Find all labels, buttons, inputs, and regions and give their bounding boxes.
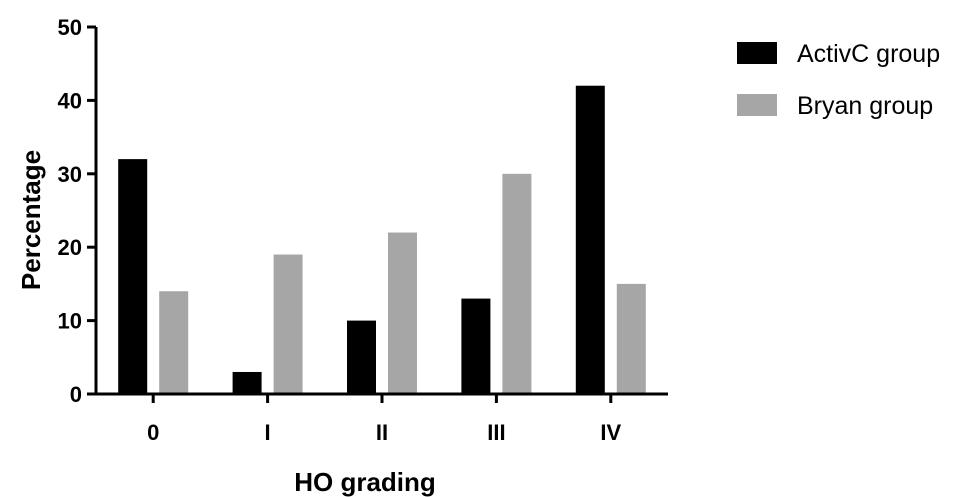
x-tick-label: II [376,420,388,445]
legend: ActivC group Bryan group [737,40,940,120]
bar-activc-group-III [461,298,491,394]
legend-swatch-1 [737,94,777,116]
bar-bryan-group-IV [616,283,646,394]
x-tick-label: IV [600,420,621,445]
bar-bryan-group-I [273,254,303,394]
y-tick-label: 40 [58,88,82,113]
x-tick-label: III [487,420,505,445]
x-ticks-group: 0 I II III IV [147,394,622,445]
bar-activc-group-II [347,320,376,394]
bar-activc-group-IV [575,85,605,394]
y-tick-label: 50 [58,15,82,40]
y-tick-label: 20 [58,235,82,260]
y-axis-title: Percentage [16,150,46,290]
x-tick-label: I [265,420,271,445]
x-axis-title: HO grading [294,467,436,497]
legend-label-0: ActivC group [797,40,940,68]
legend-swatch-0 [737,42,777,64]
y-tick-label: 0 [70,382,82,407]
bar-bryan-group-II [388,232,417,394]
y-ticks-group: 0 10 20 30 40 50 [58,15,96,407]
y-tick-label: 30 [58,162,82,187]
bars-group [118,85,646,394]
x-tick-label: 0 [147,420,159,445]
legend-label-1: Bryan group [797,92,933,120]
y-tick-label: 10 [58,309,82,334]
bar-activc-group-0 [118,159,148,394]
bar-bryan-group-0 [159,291,189,394]
bar-activc-group-I [232,371,262,394]
bar-bryan-group-III [502,173,532,394]
